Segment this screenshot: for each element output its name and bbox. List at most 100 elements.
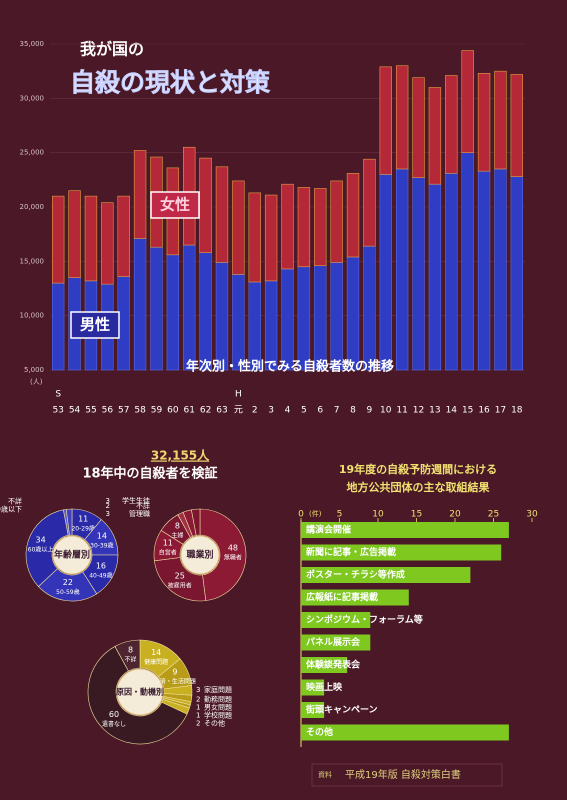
bar-segment [133, 238, 147, 371]
y-tick-label: 15,000 [20, 257, 45, 265]
bar [301, 657, 348, 673]
x-tick-label: 25 [488, 510, 499, 520]
era-label: H [235, 390, 242, 400]
x-tick-label: 56 [102, 406, 114, 416]
slice-value: 34 [36, 535, 46, 544]
x-tick-label: 7 [334, 406, 340, 416]
bar-segment [494, 168, 507, 371]
x-tick-label: 10 [380, 406, 392, 416]
title-small: 我が国の [80, 40, 144, 59]
slice-label: 学生生徒 [122, 496, 150, 505]
slice-label: 19歳以下 [0, 505, 22, 514]
slice-label: 家庭問題 [204, 685, 232, 694]
x-tick-label: 3 [268, 406, 274, 416]
slice-label: 不詳 [8, 497, 22, 506]
bar-segment [166, 254, 180, 371]
bar [301, 544, 502, 561]
slice-label: 管理職 [129, 509, 150, 518]
bar-segment [215, 262, 229, 371]
bar [301, 724, 509, 741]
x-tick-label: 30 [526, 510, 538, 520]
slice-label: 遺書なし [102, 720, 126, 728]
slice-label: 学校問題 [204, 711, 232, 720]
x-tick-label: 58 [134, 406, 146, 416]
slice-label: 男女問題 [204, 703, 232, 712]
slice-label: 40-49歳 [89, 571, 112, 579]
slice-value: 2 [196, 696, 200, 704]
bar-segment [461, 152, 474, 371]
bar-segment [428, 183, 442, 371]
x-tick-label: 17 [495, 406, 506, 416]
bar-segment [183, 244, 196, 371]
bar-segment [379, 66, 392, 175]
bar-label: 街頭キャンペーン [305, 704, 378, 716]
bar-segment [264, 194, 278, 282]
slice-label: 無職者 [224, 553, 242, 561]
x-tick-label: 59 [151, 406, 163, 416]
bar-label: 広報紙に記事掲載 [306, 591, 378, 603]
x-tick-label: 18 [511, 406, 523, 416]
slice-label: 不詳 [136, 501, 150, 510]
x-tick-label: 55 [85, 406, 96, 416]
bar [301, 634, 371, 651]
slice-value: 9 [172, 667, 177, 676]
bar-segment [232, 180, 245, 275]
donut-title: 原因・動機別 [116, 687, 164, 697]
bar-segment [395, 168, 409, 371]
bar-label: シンポジウム・フォーラム等 [306, 614, 423, 626]
slice-label: 不詳 [125, 656, 137, 664]
donut-slice [199, 508, 247, 601]
slice-value: 1 [196, 712, 200, 720]
bar-segment [84, 195, 98, 282]
bar-segment [461, 50, 474, 153]
x-tick-label: 61 [183, 406, 194, 416]
slice-value: 60 [109, 710, 119, 719]
section-total: 32,155人 [151, 448, 210, 463]
donut-center [180, 535, 220, 575]
y-tick-label: 10,000 [20, 312, 45, 320]
bar-segment [330, 262, 343, 371]
source: 平成19年版 自殺対策白書 [345, 768, 461, 781]
slice-value: 3 [106, 510, 110, 518]
donut-slice [87, 646, 188, 745]
bar-segment [281, 183, 294, 270]
x-tick-label: 元 [234, 406, 243, 416]
y-tick-label: 35,000 [20, 40, 45, 48]
subtitle: 年次別・性別でみる自殺者数の推移 [186, 359, 394, 375]
x-tick-label: 53 [52, 406, 63, 416]
source-box [311, 763, 503, 787]
bar-segment [199, 157, 212, 253]
x-tick-label: 13 [429, 406, 440, 416]
y-tick-label: 5,000 [24, 366, 44, 374]
bar [301, 612, 371, 628]
slice-label: 経済・生活問題 [154, 677, 196, 685]
chart-title: 19年度の自殺予防週間における [339, 462, 497, 476]
bar-segment [494, 70, 507, 170]
x-tick-label: 12 [413, 406, 424, 416]
slice-label: 50-59歳 [56, 588, 79, 596]
x-tick-label: 57 [118, 406, 129, 416]
slice-value: 11 [78, 514, 88, 523]
x-tick-label: 8 [350, 406, 356, 416]
bar-segment [314, 265, 327, 371]
x-tick-label: 15 [411, 510, 422, 520]
slice-label: 60歳以上 [28, 545, 54, 553]
bar-segment [363, 245, 376, 371]
x-tick-label: 54 [69, 406, 81, 416]
bar-label: パネル展示会 [306, 636, 361, 648]
y-tick-label: 30,000 [20, 94, 45, 102]
x-tick-label: 5 [301, 406, 307, 416]
bar-segment [215, 166, 229, 263]
x-tick-label: 6 [317, 406, 323, 416]
slice-label: 自営者 [159, 548, 177, 556]
bar-segment [150, 246, 163, 371]
bar-segment [248, 192, 261, 283]
bar-segment [330, 180, 343, 263]
x-tick-label: 14 [446, 406, 458, 416]
bar-label: 体験談発表会 [306, 659, 361, 671]
bar-label: 映画上映 [306, 681, 343, 693]
slice-label: 30-39歳 [90, 541, 113, 549]
slice-label: 健康問題 [144, 658, 168, 666]
bar-label: ポスター・チラシ等作成 [306, 569, 405, 581]
